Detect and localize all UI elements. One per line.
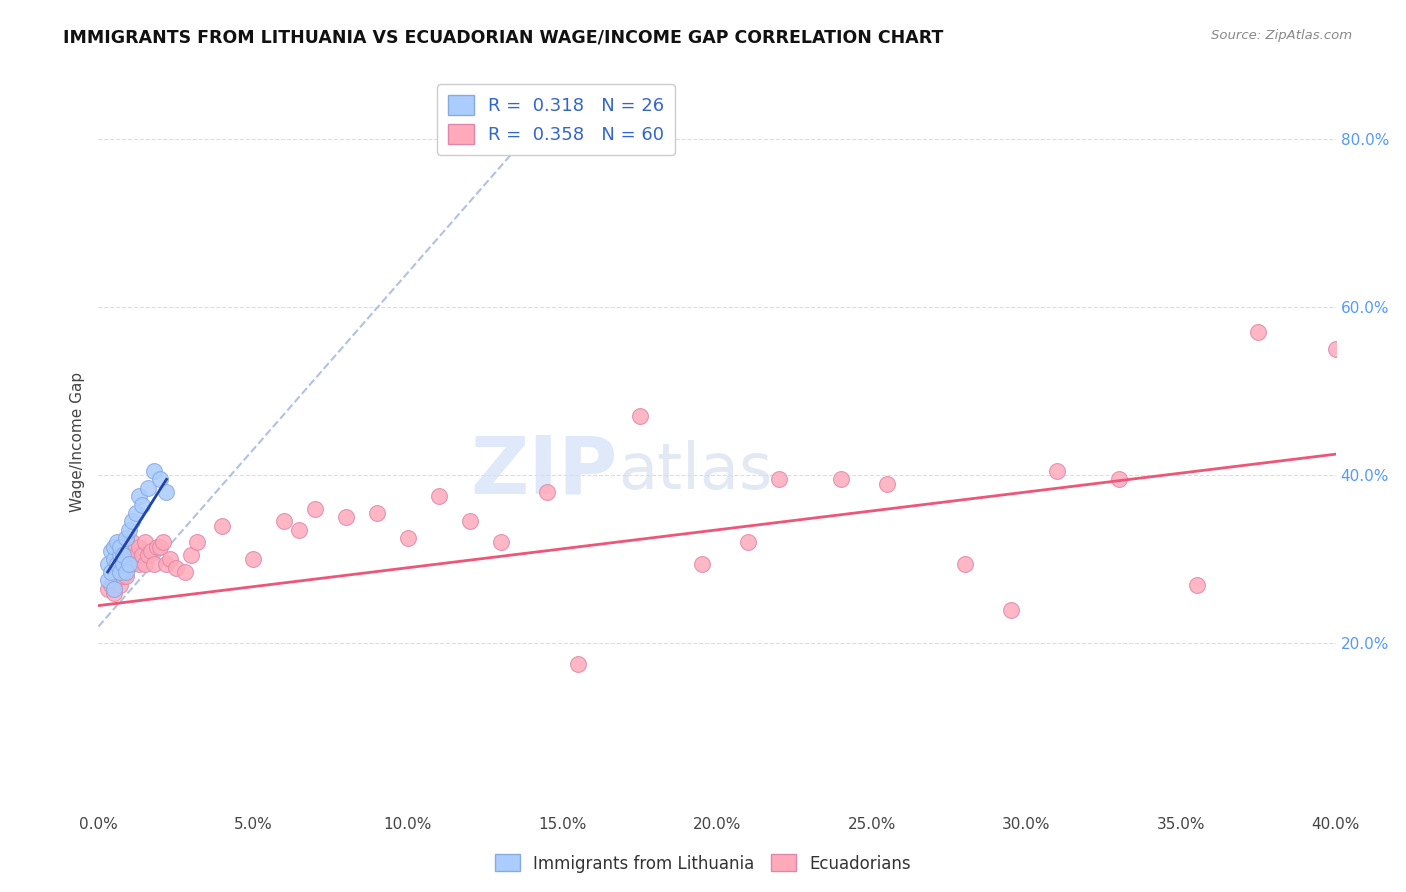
Point — [152, 535, 174, 549]
Point — [1046, 464, 1069, 478]
Point — [489, 535, 512, 549]
Point — [115, 565, 138, 579]
Point — [97, 582, 120, 596]
Point — [159, 552, 181, 566]
Point — [108, 565, 131, 579]
Point — [1000, 603, 1022, 617]
Point — [105, 535, 128, 549]
Point — [366, 506, 388, 520]
Point — [100, 577, 122, 591]
Point — [112, 557, 135, 571]
Y-axis label: Wage/Income Gap: Wage/Income Gap — [70, 371, 86, 512]
Point — [118, 557, 141, 571]
Point — [131, 548, 153, 562]
Point — [115, 548, 138, 562]
Point — [427, 489, 450, 503]
Point — [103, 552, 125, 566]
Point — [628, 409, 651, 424]
Point — [174, 565, 197, 579]
Point — [273, 515, 295, 529]
Point — [115, 531, 138, 545]
Point — [115, 569, 138, 583]
Point — [458, 515, 481, 529]
Point — [288, 523, 311, 537]
Point — [134, 557, 156, 571]
Point — [304, 501, 326, 516]
Point — [128, 489, 150, 503]
Point — [131, 498, 153, 512]
Point — [737, 535, 759, 549]
Point — [121, 515, 143, 529]
Point — [105, 557, 128, 571]
Point — [103, 565, 125, 579]
Point — [134, 535, 156, 549]
Point — [121, 535, 143, 549]
Point — [128, 557, 150, 571]
Point — [211, 518, 233, 533]
Point — [180, 548, 202, 562]
Point — [567, 657, 589, 672]
Point — [108, 548, 131, 562]
Point — [136, 548, 159, 562]
Point — [108, 540, 131, 554]
Point — [155, 557, 177, 571]
Point — [690, 557, 713, 571]
Point — [149, 540, 172, 554]
Point — [103, 586, 125, 600]
Point — [165, 560, 187, 574]
Point — [97, 574, 120, 588]
Point — [105, 574, 128, 588]
Legend: Immigrants from Lithuania, Ecuadorians: Immigrants from Lithuania, Ecuadorians — [488, 847, 918, 880]
Point — [108, 565, 131, 579]
Point — [146, 540, 169, 554]
Point — [124, 548, 146, 562]
Point — [830, 472, 852, 486]
Point — [108, 577, 131, 591]
Point — [143, 464, 166, 478]
Point — [768, 472, 790, 486]
Point — [118, 540, 141, 554]
Text: Source: ZipAtlas.com: Source: ZipAtlas.com — [1212, 29, 1353, 42]
Point — [186, 535, 208, 549]
Point — [335, 510, 357, 524]
Point — [136, 481, 159, 495]
Point — [536, 485, 558, 500]
Point — [118, 557, 141, 571]
Point — [139, 544, 162, 558]
Point — [100, 544, 122, 558]
Point — [396, 531, 419, 545]
Point — [105, 557, 128, 571]
Point — [155, 485, 177, 500]
Point — [100, 565, 122, 579]
Point — [118, 523, 141, 537]
Legend: R =  0.318   N = 26, R =  0.358   N = 60: R = 0.318 N = 26, R = 0.358 N = 60 — [437, 84, 675, 154]
Text: IMMIGRANTS FROM LITHUANIA VS ECUADORIAN WAGE/INCOME GAP CORRELATION CHART: IMMIGRANTS FROM LITHUANIA VS ECUADORIAN … — [63, 29, 943, 46]
Point — [121, 557, 143, 571]
Point — [1324, 342, 1347, 356]
Text: atlas: atlas — [619, 440, 772, 502]
Point — [149, 472, 172, 486]
Point — [112, 548, 135, 562]
Point — [124, 506, 146, 520]
Point — [128, 540, 150, 554]
Point — [103, 582, 125, 596]
Point — [112, 569, 135, 583]
Point — [1185, 577, 1208, 591]
Point — [143, 557, 166, 571]
Point — [1247, 325, 1270, 339]
Point — [97, 557, 120, 571]
Point — [112, 557, 135, 571]
Point — [242, 552, 264, 566]
Point — [953, 557, 976, 571]
Point — [1108, 472, 1130, 486]
Point — [876, 476, 898, 491]
Text: ZIP: ZIP — [471, 432, 619, 510]
Point — [103, 540, 125, 554]
